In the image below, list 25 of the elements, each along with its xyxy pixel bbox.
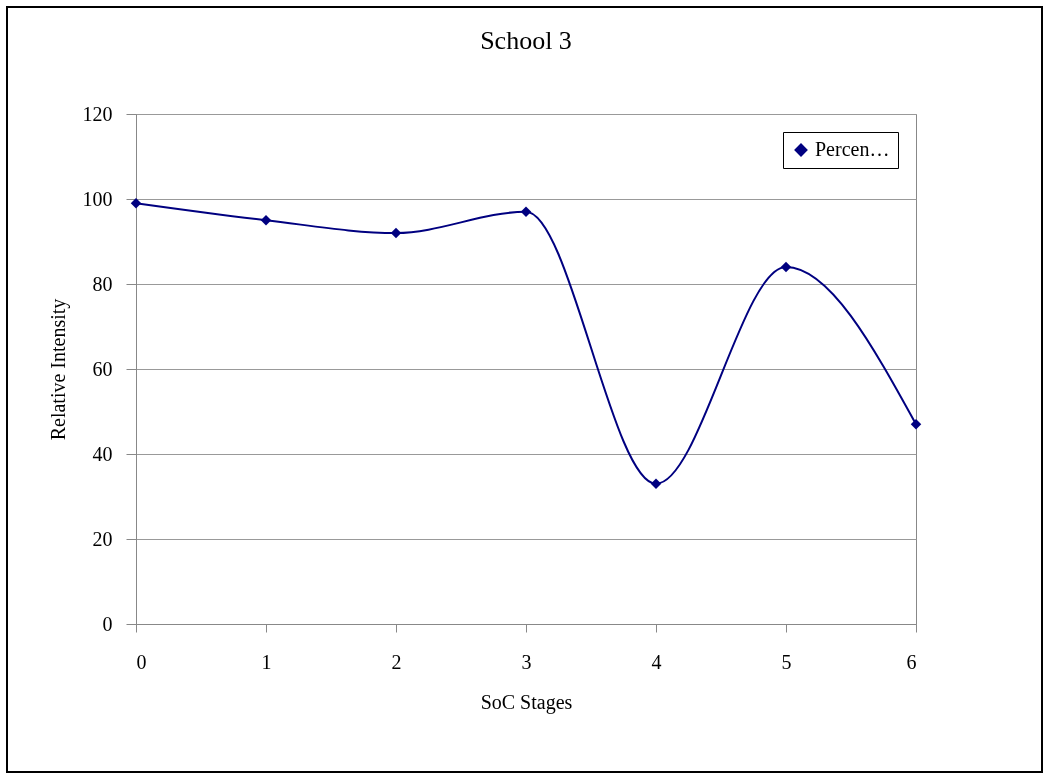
point bbox=[260, 215, 272, 226]
x-tick-label: 1 bbox=[261, 650, 272, 673]
y-tick-label: 0 bbox=[102, 612, 113, 635]
point bbox=[910, 419, 922, 430]
y-tick-label: 20 bbox=[92, 527, 113, 550]
x-tick-label: 5 bbox=[781, 650, 792, 673]
legend-label: Percen… bbox=[815, 138, 890, 160]
point bbox=[780, 261, 792, 273]
y-tick-label: 60 bbox=[92, 357, 113, 380]
point bbox=[390, 227, 402, 239]
y-axis-title: Relative Intensity bbox=[46, 298, 70, 441]
y-tick-label: 100 bbox=[82, 187, 113, 210]
x-axis-title: SoC Stages bbox=[480, 690, 573, 714]
y-tick-label: 80 bbox=[92, 272, 113, 295]
x-tick-label: 6 bbox=[906, 650, 917, 673]
x-tick-label: 3 bbox=[521, 650, 532, 673]
x-tick-label: 2 bbox=[391, 650, 402, 673]
point bbox=[650, 478, 662, 489]
x-tick-label: 4 bbox=[651, 650, 662, 673]
chart-title: School 3 bbox=[480, 26, 572, 55]
y-tick-label: 40 bbox=[92, 442, 113, 465]
point bbox=[130, 198, 142, 209]
point bbox=[520, 206, 532, 217]
y-tick-label: 120 bbox=[82, 102, 113, 125]
x-tick-label: 0 bbox=[136, 650, 147, 673]
